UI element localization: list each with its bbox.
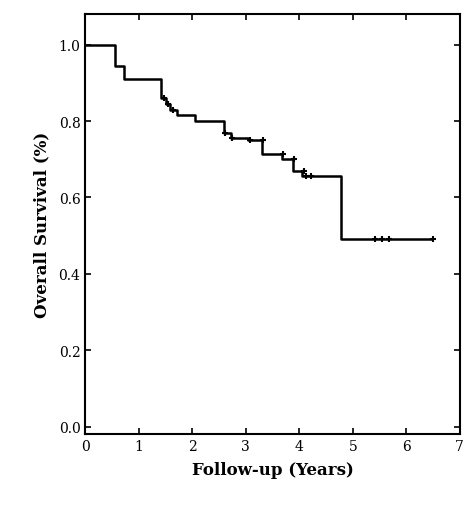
Y-axis label: Overall Survival (%): Overall Survival (%) xyxy=(33,132,50,318)
X-axis label: Follow-up (Years): Follow-up (Years) xyxy=(191,462,354,478)
